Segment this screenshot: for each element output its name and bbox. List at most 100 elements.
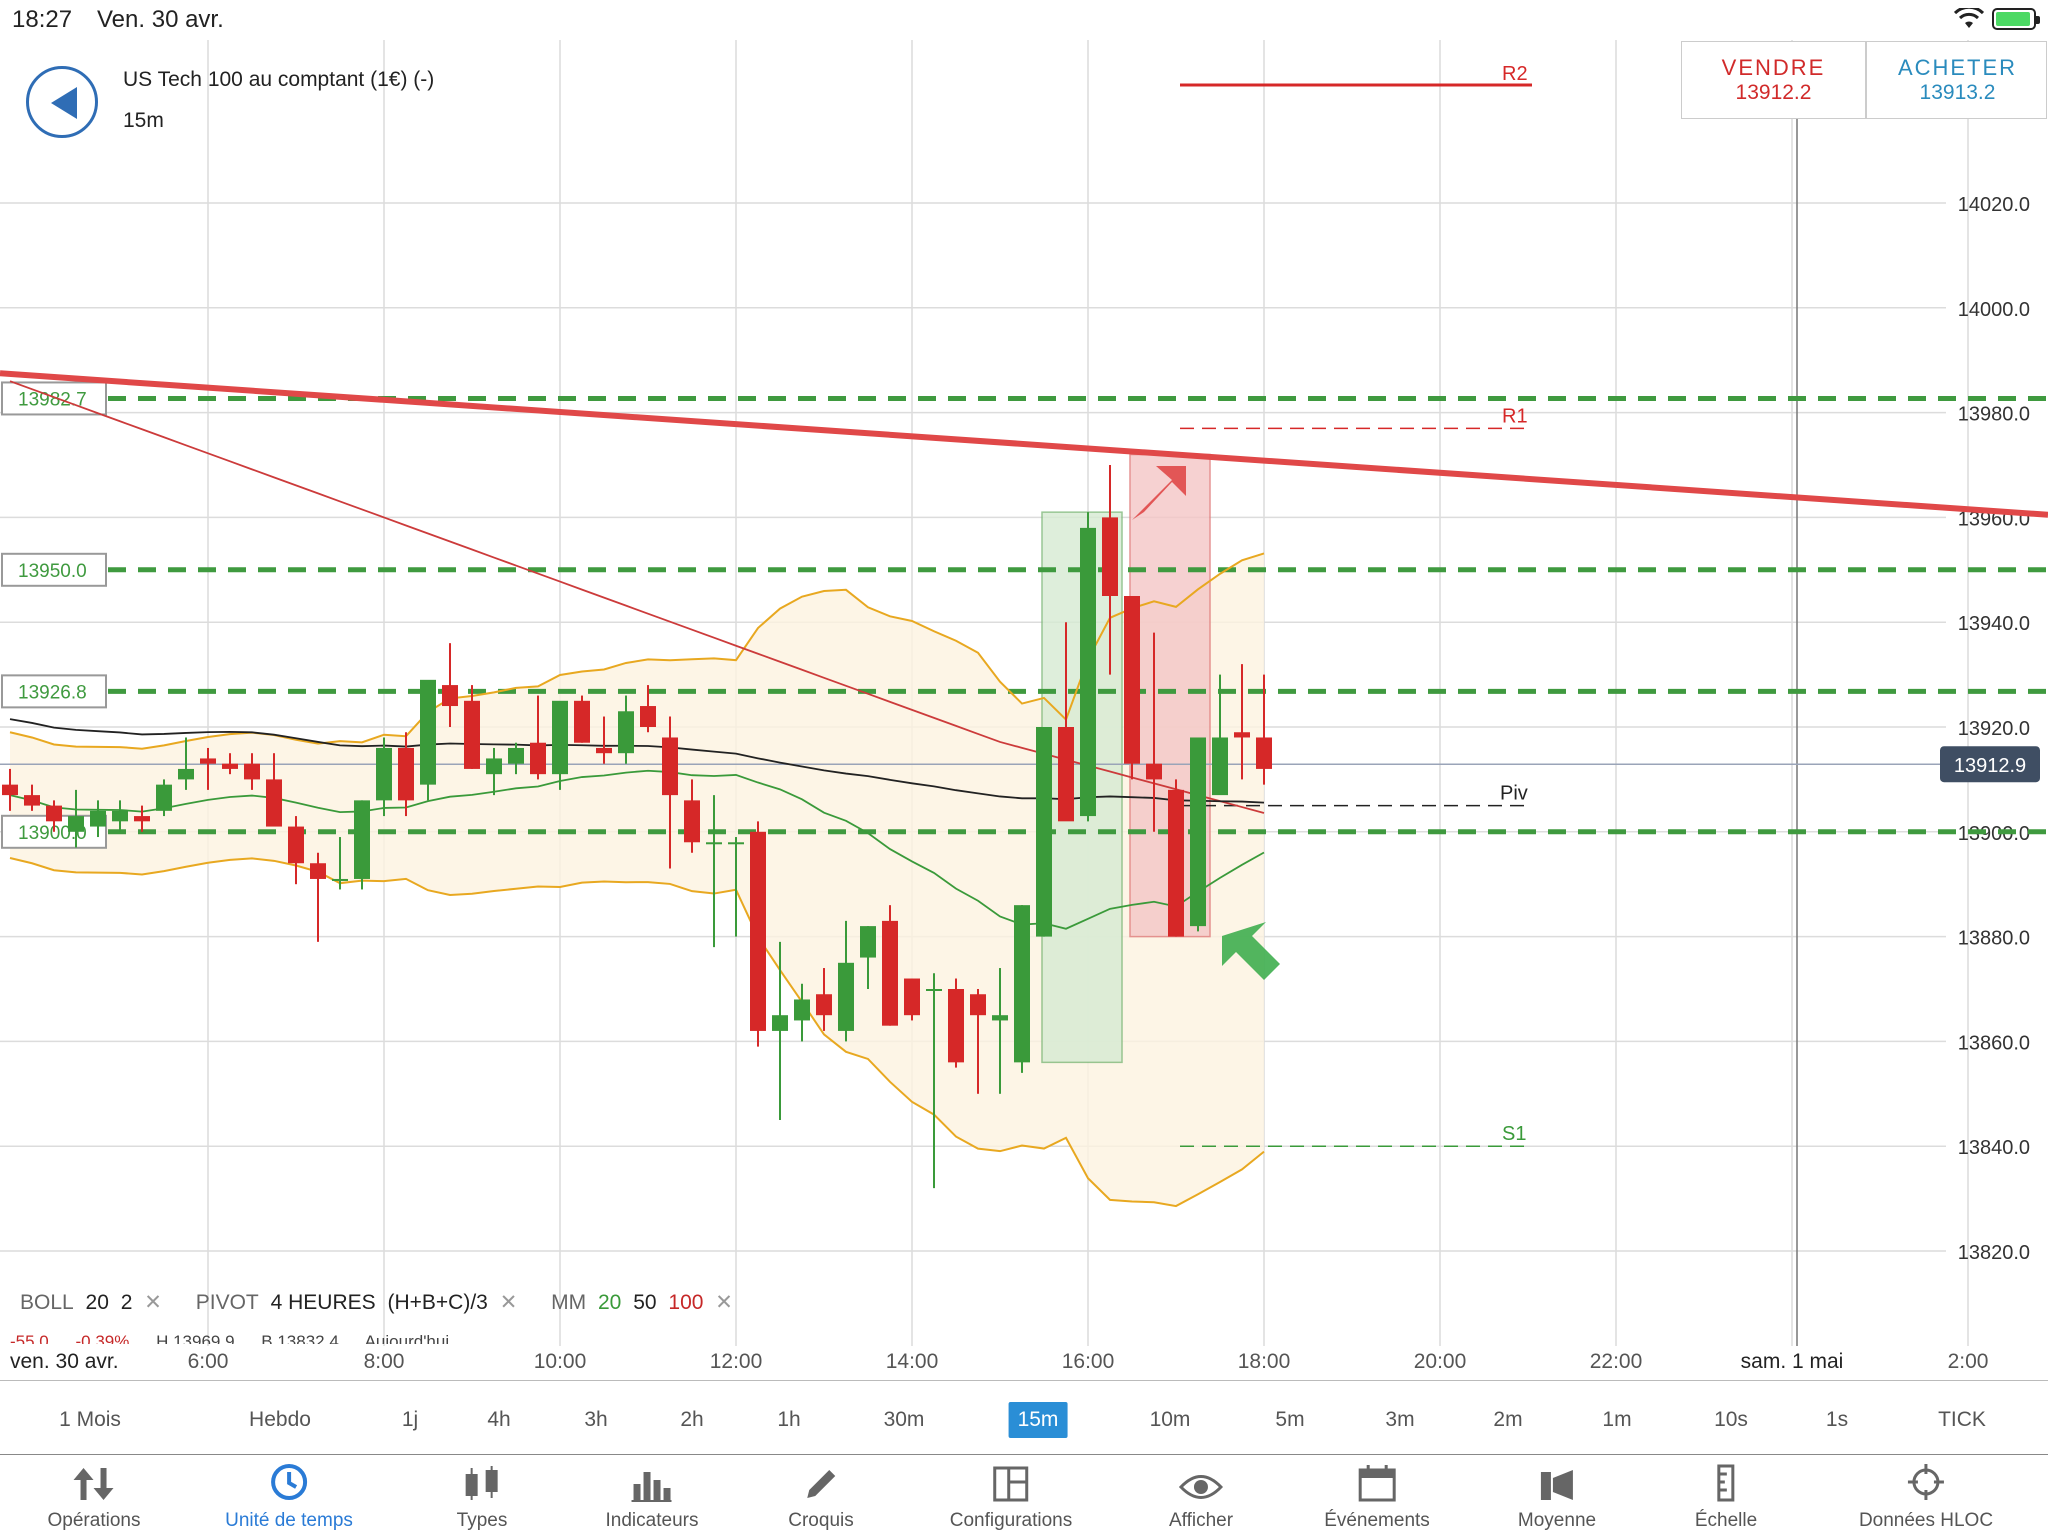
price-tick-label: 14000.0 (1958, 299, 2030, 321)
time-axis: ven. 30 avr. 6:00 8:00 10:00 12:00 14:00 16:0… (0, 1346, 2048, 1381)
toolbar-label: Moyenne (1517, 1510, 1597, 1531)
toolbar-eye-button[interactable]: Afficher (1169, 1456, 1233, 1536)
period-10m[interactable]: 10m (1149, 1408, 1191, 1431)
toolbar-calendar-button[interactable]: Événements (1324, 1456, 1430, 1536)
eye-icon (1169, 1456, 1233, 1502)
ma-100-line (9, 380, 1265, 814)
candle-body (816, 994, 832, 1016)
toolbar-bar-chart-button[interactable]: Indicateurs (606, 1456, 698, 1536)
toolbar-arrows-up-down-button[interactable]: Opérations (47, 1456, 141, 1536)
sell-button[interactable]: VENDRE 13912.2 (1682, 42, 1865, 118)
candle-body (156, 784, 172, 811)
level-label-box (1, 552, 107, 587)
candle-body (90, 810, 106, 827)
daily-change-pct: -0.39% (75, 1332, 130, 1344)
boll-deviation: 2 (120, 1291, 133, 1314)
trade-panel: VENDRE 13912.2 ACHETER 13913.2 (1681, 41, 2047, 119)
remove-mm-button[interactable]: ✕ (715, 1291, 733, 1314)
candle-body (1080, 527, 1096, 817)
period-10s[interactable]: 10s (1714, 1408, 1748, 1431)
period-4h[interactable]: 4h (487, 1408, 511, 1431)
sell-label: VENDRE (1721, 55, 1826, 80)
level-label: 13950.0 (18, 561, 87, 582)
price-tick-label: 13980.0 (1958, 404, 2030, 426)
period-5m[interactable]: 5m (1275, 1408, 1305, 1431)
remove-boll-button[interactable]: ✕ (144, 1291, 162, 1314)
price-tick-label: 13940.0 (1958, 613, 2030, 635)
bottom-toolbar: Opérations Unité de temps Types Indicateurs… (0, 1456, 2048, 1536)
pivot-period: 4 HEURES (270, 1291, 376, 1314)
toolbar-candles-button[interactable]: Types (456, 1456, 508, 1536)
candle-body (266, 779, 282, 827)
sell-arrow-icon (1132, 466, 1186, 520)
period-2m[interactable]: 2m (1493, 1408, 1523, 1431)
candle-body (882, 920, 898, 1026)
candle-body (68, 816, 84, 832)
time-axis-label: 8:00 (363, 1350, 405, 1373)
candle-body (772, 1015, 788, 1031)
toolbar-crosshair-button[interactable]: Données HLOC (1859, 1456, 1993, 1536)
camera-icon (1518, 1456, 1596, 1502)
candle-body (640, 706, 656, 727)
period-1s[interactable]: 1s (1825, 1408, 1849, 1431)
period-3h[interactable]: 3h (584, 1408, 608, 1431)
toolbar-clock-button[interactable]: Unité de temps (225, 1456, 353, 1536)
toolbar-label: Types (456, 1510, 508, 1531)
pivot-s1-label: S1 (1502, 1123, 1526, 1145)
price-tick-label: 14020.0 (1958, 194, 2030, 216)
period-15m[interactable]: 15m (1008, 1402, 1068, 1438)
period-1-mois[interactable]: 1 Mois (59, 1408, 121, 1431)
price-chart[interactable]: 14020.014000.013980.013960.013940.013920… (0, 0, 2048, 1346)
buy-button[interactable]: ACHETER 13913.2 (1866, 42, 2048, 118)
period-3m[interactable]: 3m (1385, 1408, 1415, 1431)
toolbar-layout-button[interactable]: Configurations (950, 1456, 1072, 1536)
candle-body (1102, 517, 1118, 596)
period-hebdo[interactable]: Hebdo (249, 1408, 311, 1431)
candle-body (552, 700, 568, 775)
candle-body (838, 962, 854, 1031)
buy-arrow-icon (1222, 922, 1280, 980)
candle-body (442, 685, 458, 707)
period-1j[interactable]: 1j (401, 1408, 419, 1431)
time-axis-label: 14:00 (885, 1350, 939, 1373)
toolbar-ruler-button[interactable]: Échelle (1695, 1456, 1757, 1536)
candle-body (1256, 737, 1272, 769)
wifi-icon (1953, 5, 1985, 35)
toolbar-label: Afficher (1168, 1510, 1234, 1531)
period-2h[interactable]: 2h (680, 1408, 704, 1431)
mm-100: 100 (668, 1291, 704, 1314)
period-1h[interactable]: 1h (777, 1408, 801, 1431)
candle-body (24, 795, 40, 806)
candle-body (244, 763, 260, 780)
candle-body (508, 747, 524, 764)
buy-label: ACHETER (1897, 55, 2018, 80)
pivot-piv-label: Piv (1500, 783, 1528, 805)
period-1m[interactable]: 1m (1602, 1408, 1632, 1431)
candle-body (970, 994, 986, 1016)
pivot-formula: (H+B+C)/3 (387, 1291, 488, 1314)
boll-period: 20 (85, 1291, 109, 1314)
status-bar: 18:27 Ven. 30 avr. (0, 0, 2048, 40)
price-tick-label: 13820.0 (1958, 1242, 2030, 1264)
period-tick[interactable]: TICK (1938, 1408, 1986, 1431)
level-label-box (1, 674, 107, 709)
candle-body (464, 700, 480, 769)
arrows-up-down-icon (48, 1456, 141, 1502)
toolbar-camera-button[interactable]: Moyenne (1518, 1456, 1596, 1536)
toolbar-label: Opérations (47, 1510, 141, 1531)
period-selector: 1 Mois Hebdo 1j 4h 3h 2h 1h 30m 15m 10m 5m 3m 2m 1m 10… (0, 1382, 2048, 1455)
candle-body (398, 747, 414, 801)
toolbar-label: Données HLOC (1858, 1510, 1994, 1531)
toolbar-label: Croquis (788, 1510, 854, 1531)
mm-50: 50 (633, 1291, 657, 1314)
clock-icon (225, 1456, 353, 1502)
instrument-name: US Tech 100 au comptant (1€) (-) (123, 68, 435, 91)
toolbar-pencil-button[interactable]: Croquis (788, 1456, 854, 1536)
crosshair-icon (1859, 1456, 1993, 1502)
back-button[interactable] (26, 66, 98, 138)
time-axis-label: 10:00 (533, 1350, 587, 1373)
remove-pivot-button[interactable]: ✕ (499, 1291, 518, 1314)
period-30m[interactable]: 30m (883, 1408, 925, 1431)
level-label: 13926.8 (18, 682, 87, 703)
candle-body (420, 679, 436, 785)
